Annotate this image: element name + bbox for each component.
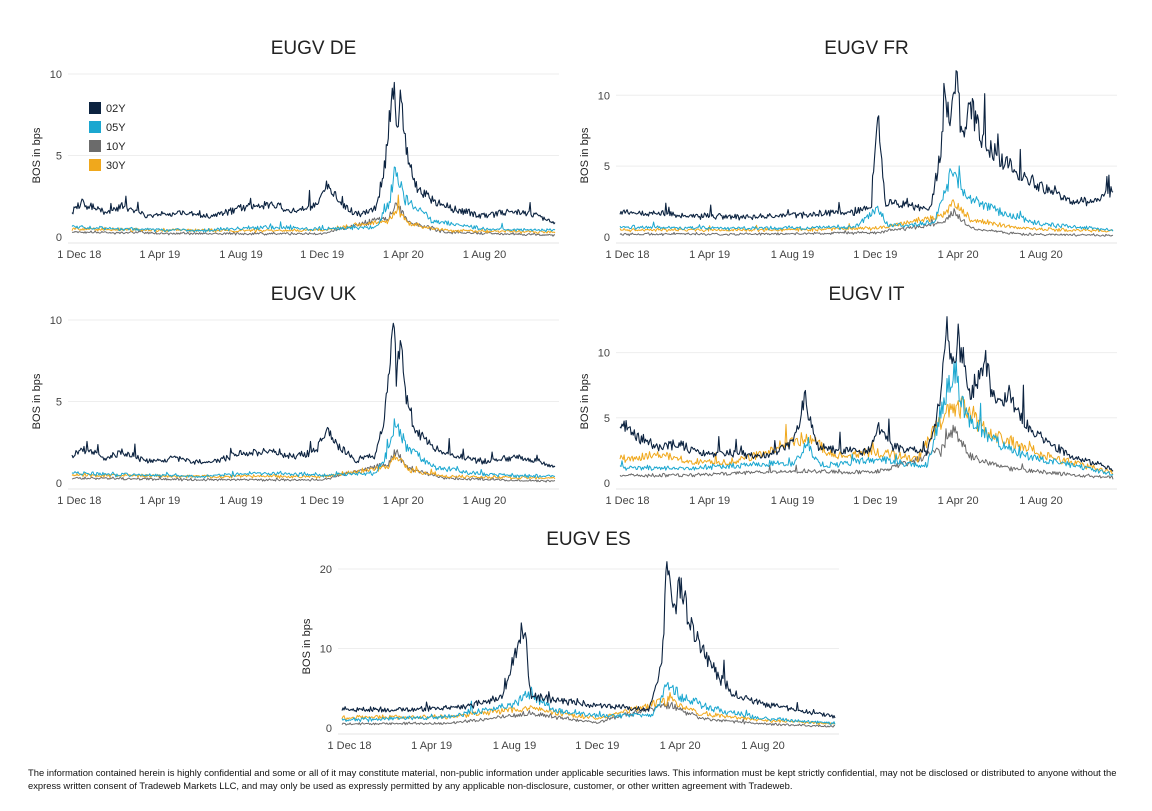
chart-title: EUGV FR	[824, 38, 908, 59]
chart-panel-es: EUGV ES BOS in bps 0 10 20 1 Dec 18 1 Apr 19 1 …	[290, 525, 850, 757]
series-line-02y	[71, 81, 556, 225]
x-tick-label: 1 Aug 19	[493, 740, 536, 752]
y-tick-label: 10	[50, 315, 62, 327]
series-line-10y	[619, 208, 1114, 237]
x-tick-label: 1 Apr 20	[660, 740, 701, 752]
x-tick-label: 1 Apr 20	[383, 249, 424, 261]
chart-title: EUGV UK	[271, 284, 357, 305]
x-tick-label: 1 Apr 19	[139, 495, 180, 507]
legend-swatch-30y	[89, 159, 101, 171]
y-tick-label: 0	[604, 478, 610, 490]
series-line-30y	[71, 454, 556, 480]
x-tick-label: 1 Apr 20	[383, 495, 424, 507]
y-tick-label: 0	[604, 232, 610, 244]
series-line-05y	[71, 418, 556, 479]
chart-panel-fr: EUGV FR BOS in bps 0 5 10 1 Dec 18 1 Apr 19 1 A…	[568, 34, 1128, 266]
series-line-02y	[619, 70, 1114, 221]
confidentiality-disclaimer: The information contained herein is high…	[28, 767, 1117, 791]
y-tick-label: 20	[320, 564, 332, 576]
x-tick-label: 1 Dec 19	[853, 249, 897, 261]
series-line-30y	[619, 395, 1114, 475]
x-tick-label: 1 Dec 19	[300, 249, 344, 261]
series-line-02y	[619, 316, 1114, 472]
x-tick-label: 1 Dec 19	[300, 495, 344, 507]
y-tick-label: 5	[604, 413, 610, 425]
x-tick-label: 1 Apr 19	[689, 495, 730, 507]
y-tick-label: 5	[56, 151, 62, 163]
series-line-05y	[71, 166, 556, 233]
y-tick-label: 5	[604, 161, 610, 173]
chart-panel-uk: EUGV UK BOS in bps 0 5 10 1 Dec 18 1 Apr 19 1 A…	[20, 280, 570, 512]
x-tick-label: 1 Aug 19	[219, 249, 262, 261]
series-line-05y	[619, 357, 1114, 476]
legend-label-10y: 10Y	[106, 141, 126, 153]
x-tick-label: 1 Dec 18	[605, 249, 649, 261]
x-tick-label: 1 Apr 19	[689, 249, 730, 261]
legend-swatch-10y	[89, 140, 101, 152]
series-line-10y	[71, 449, 556, 483]
series-line-30y	[341, 692, 836, 726]
y-axis-label: BOS in bps	[31, 127, 43, 183]
chart-title: EUGV DE	[271, 38, 357, 59]
chart-panel-de: EUGV DE BOS in bps 0 5 10 1 Dec 18 1 Apr 19 1 A…	[20, 34, 570, 266]
chart-eugv-fr: EUGV FR BOS in bps 0 5 10 1 Dec 18 1 Apr 19 1 A…	[579, 38, 1117, 261]
series-line-05y	[619, 165, 1114, 232]
y-axis-label: BOS in bps	[301, 618, 313, 674]
x-tick-label: 1 Dec 18	[327, 740, 371, 752]
legend-swatch-02y	[89, 102, 101, 114]
x-tick-label: 1 Aug 19	[219, 495, 262, 507]
y-tick-label: 0	[56, 478, 62, 490]
x-tick-label: 1 Apr 19	[139, 249, 180, 261]
series-line-10y	[71, 202, 556, 237]
x-tick-label: 1 Aug 20	[741, 740, 784, 752]
x-tick-label: 1 Dec 18	[605, 495, 649, 507]
x-tick-label: 1 Dec 19	[853, 495, 897, 507]
chart-title: EUGV ES	[546, 529, 630, 550]
y-tick-label: 10	[598, 90, 610, 102]
x-tick-label: 1 Apr 19	[411, 740, 452, 752]
y-tick-label: 0	[56, 232, 62, 244]
y-axis-label: BOS in bps	[579, 127, 591, 183]
chart-eugv-es: EUGV ES BOS in bps 0 10 20 1 Dec 18 1 Apr 19 1 …	[301, 529, 839, 752]
y-tick-label: 10	[50, 69, 62, 81]
x-tick-label: 1 Dec 18	[57, 249, 101, 261]
x-tick-label: 1 Aug 20	[463, 249, 506, 261]
series-line-02y	[71, 322, 556, 468]
series-line-10y	[619, 424, 1114, 480]
chart-eugv-de: EUGV DE BOS in bps 0 5 10 1 Dec 18 1 Apr 19 1 A…	[31, 38, 559, 261]
y-tick-label: 5	[56, 397, 62, 409]
series-line-02y	[341, 561, 836, 719]
y-tick-label: 10	[598, 348, 610, 360]
x-tick-label: 1 Dec 18	[57, 495, 101, 507]
legend-label-30y: 30Y	[106, 160, 126, 172]
legend-label-05y: 05Y	[106, 122, 126, 134]
x-tick-label: 1 Aug 20	[1019, 495, 1062, 507]
x-tick-label: 1 Dec 19	[575, 740, 619, 752]
series-line-10y	[341, 701, 836, 728]
chart-panel-it: EUGV IT BOS in bps 0 5 10 1 Dec 18 1 Apr 19 1 A…	[568, 280, 1128, 512]
x-tick-label: 1 Aug 19	[771, 249, 814, 261]
x-tick-label: 1 Apr 20	[938, 495, 979, 507]
legend-label-02y: 02Y	[106, 103, 126, 115]
series-line-05y	[341, 681, 836, 725]
x-tick-label: 1 Apr 20	[938, 249, 979, 261]
chart-eugv-uk: EUGV UK BOS in bps 0 5 10 1 Dec 18 1 Apr 19 1 A…	[31, 284, 559, 507]
x-tick-label: 1 Aug 20	[1019, 249, 1062, 261]
y-tick-label: 0	[326, 723, 332, 735]
x-tick-label: 1 Aug 19	[771, 495, 814, 507]
legend-swatch-05y	[89, 121, 101, 133]
y-axis-label: BOS in bps	[31, 373, 43, 429]
series-line-30y	[619, 199, 1113, 233]
chart-eugv-it: EUGV IT BOS in bps 0 5 10 1 Dec 18 1 Apr 19 1 A…	[579, 284, 1117, 507]
y-tick-label: 10	[320, 643, 332, 655]
y-axis-label: BOS in bps	[579, 373, 591, 429]
x-tick-label: 1 Aug 20	[463, 495, 506, 507]
chart-title: EUGV IT	[828, 284, 904, 305]
